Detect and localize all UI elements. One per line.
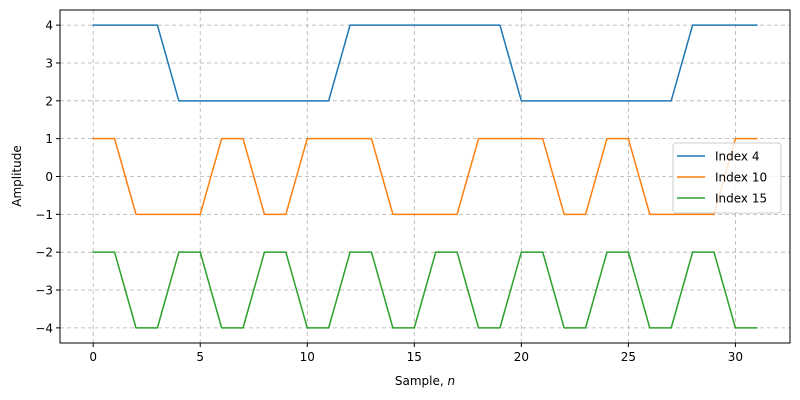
legend-item: Index 15 [677,192,767,206]
legend-box [672,142,782,214]
y-tick-label: 1 [45,132,53,146]
plot-series [92,24,758,329]
legend-label: Index 15 [715,192,767,206]
y-tick-label: −3 [35,284,53,298]
x-tick-label: 10 [300,350,315,364]
x-axis-label: Sample, n [395,374,455,388]
series-line-index-10 [92,137,758,216]
series-line-index-15 [92,251,758,329]
x-tick-label: 25 [621,350,636,364]
legend-label: Index 10 [715,171,767,185]
y-axis-label: Amplitude [10,145,24,207]
x-tick-label: 30 [728,350,743,364]
y-tick-label: −1 [35,208,53,222]
y-tick-label: 3 [45,56,53,70]
x-tick-label: 5 [196,350,204,364]
y-tick-label: 0 [45,170,53,184]
y-tick-label: −2 [35,246,53,260]
x-tick-label: 20 [514,350,529,364]
legend-item: Index 4 [677,150,759,164]
x-tick-label: 15 [407,350,422,364]
legend-item: Index 10 [677,171,767,185]
y-tick-label: 2 [45,94,53,108]
y-tick-label: 4 [45,19,53,33]
y-tick-label: −4 [35,321,53,335]
legend: Index 4 Index 10 Index 15 [672,142,782,214]
x-tick-label: 0 [89,350,97,364]
legend-label: Index 4 [715,150,759,164]
series-line-index-4 [92,24,758,102]
